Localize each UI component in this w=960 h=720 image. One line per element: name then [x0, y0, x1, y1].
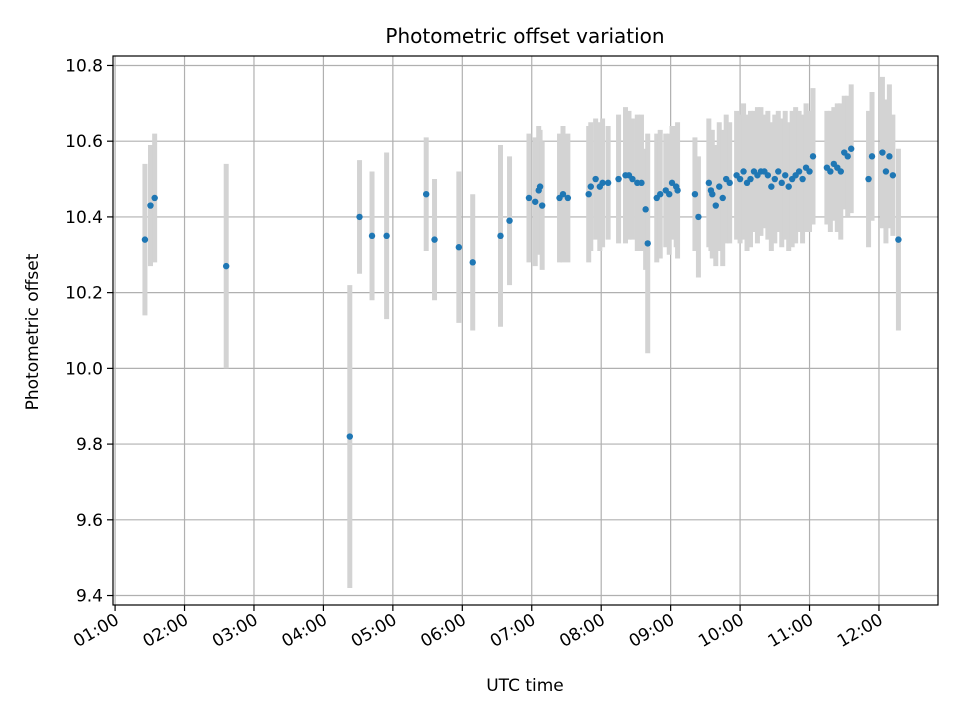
- x-axis-label: UTC time: [486, 676, 564, 696]
- data-point: [709, 190, 716, 198]
- data-point: [847, 145, 855, 152]
- data-point: [716, 183, 723, 190]
- data-point: [604, 179, 612, 187]
- data-point: [882, 168, 890, 175]
- data-point: [844, 153, 851, 160]
- data-point: [657, 190, 664, 198]
- data-point: [615, 175, 622, 183]
- data-point: [629, 175, 636, 183]
- data-point: [719, 194, 726, 202]
- x-tick-label: 11:00: [765, 610, 817, 652]
- data-point: [638, 179, 645, 187]
- data-point: [431, 236, 438, 243]
- data-point: [222, 262, 230, 270]
- data-point: [740, 168, 747, 175]
- y-tick-label: 10.8: [65, 56, 103, 76]
- data-point: [868, 153, 876, 160]
- data-point: [895, 236, 902, 243]
- data-point: [691, 190, 699, 198]
- data-point: [778, 179, 785, 187]
- data-point: [455, 244, 463, 251]
- data-point: [368, 232, 376, 240]
- x-tick-label: 03:00: [209, 610, 261, 652]
- x-tick-label: 02:00: [140, 610, 192, 652]
- data-point: [599, 179, 606, 187]
- x-tick-label: 10:00: [695, 610, 747, 652]
- data-point: [768, 183, 775, 190]
- data-point: [506, 217, 513, 224]
- x-tick-label: 04:00: [278, 610, 330, 652]
- data-point: [564, 194, 572, 202]
- x-tick-label: 08:00: [556, 610, 608, 652]
- data-point: [525, 194, 533, 202]
- y-axis-ticks: 9.4 9.6 9.8 10.0 10.2 10.4 10.6 10.8: [65, 56, 113, 607]
- data-point: [151, 194, 158, 202]
- data-point: [422, 190, 430, 198]
- data-point: [644, 240, 651, 247]
- y-tick-label: 9.8: [76, 435, 103, 455]
- data-point: [865, 175, 872, 183]
- data-point: [668, 179, 676, 187]
- data-point: [837, 168, 844, 175]
- data-point: [879, 149, 886, 156]
- data-point: [764, 172, 772, 179]
- x-tick-label: 05:00: [348, 610, 400, 652]
- data-point: [695, 213, 702, 221]
- data-point: [356, 213, 363, 221]
- plot-frame: [112, 55, 939, 606]
- x-tick-label: 09:00: [626, 610, 678, 652]
- data-point: [782, 172, 789, 179]
- x-tick-label: 01:00: [70, 610, 122, 652]
- data-point: [736, 175, 744, 183]
- data-point: [785, 183, 792, 190]
- data-point: [536, 183, 544, 190]
- data-point: [642, 206, 649, 213]
- data-point: [559, 190, 567, 198]
- y-axis-label: Photometric offset: [23, 253, 43, 410]
- data-point: [666, 190, 673, 198]
- error-bars: [142, 76, 901, 588]
- data-point: [806, 168, 813, 175]
- data-point: [747, 175, 754, 183]
- x-tick-label: 12:00: [834, 610, 886, 652]
- y-tick-label: 10.0: [65, 359, 103, 379]
- data-point: [497, 232, 504, 240]
- data-point: [886, 153, 893, 160]
- data-point: [795, 168, 803, 175]
- y-tick-label: 10.6: [65, 132, 103, 152]
- y-tick-label: 9.6: [76, 511, 103, 531]
- data-point: [383, 232, 390, 240]
- data-point: [799, 175, 806, 183]
- data-point: [585, 190, 592, 198]
- data-point: [346, 433, 354, 440]
- data-points: [141, 145, 902, 440]
- data-point: [827, 168, 834, 175]
- data-point: [147, 202, 154, 209]
- chart-title: Photometric offset variation: [385, 24, 664, 48]
- data-point: [726, 179, 733, 187]
- data-point: [775, 168, 782, 175]
- x-tick-label: 07:00: [487, 610, 539, 652]
- data-point: [532, 198, 539, 205]
- y-tick-label: 9.4: [76, 587, 103, 607]
- data-point: [674, 187, 681, 194]
- data-point: [587, 183, 594, 190]
- data-point: [705, 179, 713, 187]
- data-point: [538, 202, 546, 209]
- data-point: [592, 175, 599, 183]
- data-point: [141, 236, 149, 243]
- y-tick-label: 10.2: [65, 284, 103, 304]
- data-point: [809, 153, 817, 160]
- x-axis-ticks: 01:00 02:00 03:00 04:00 05:00 06:00 07:00 08:00…: [70, 605, 886, 652]
- x-tick-label: 06:00: [417, 610, 469, 652]
- data-point: [771, 175, 779, 183]
- y-tick-label: 10.4: [65, 208, 103, 228]
- data-point: [889, 172, 897, 179]
- data-point: [712, 202, 719, 209]
- data-point: [469, 259, 476, 266]
